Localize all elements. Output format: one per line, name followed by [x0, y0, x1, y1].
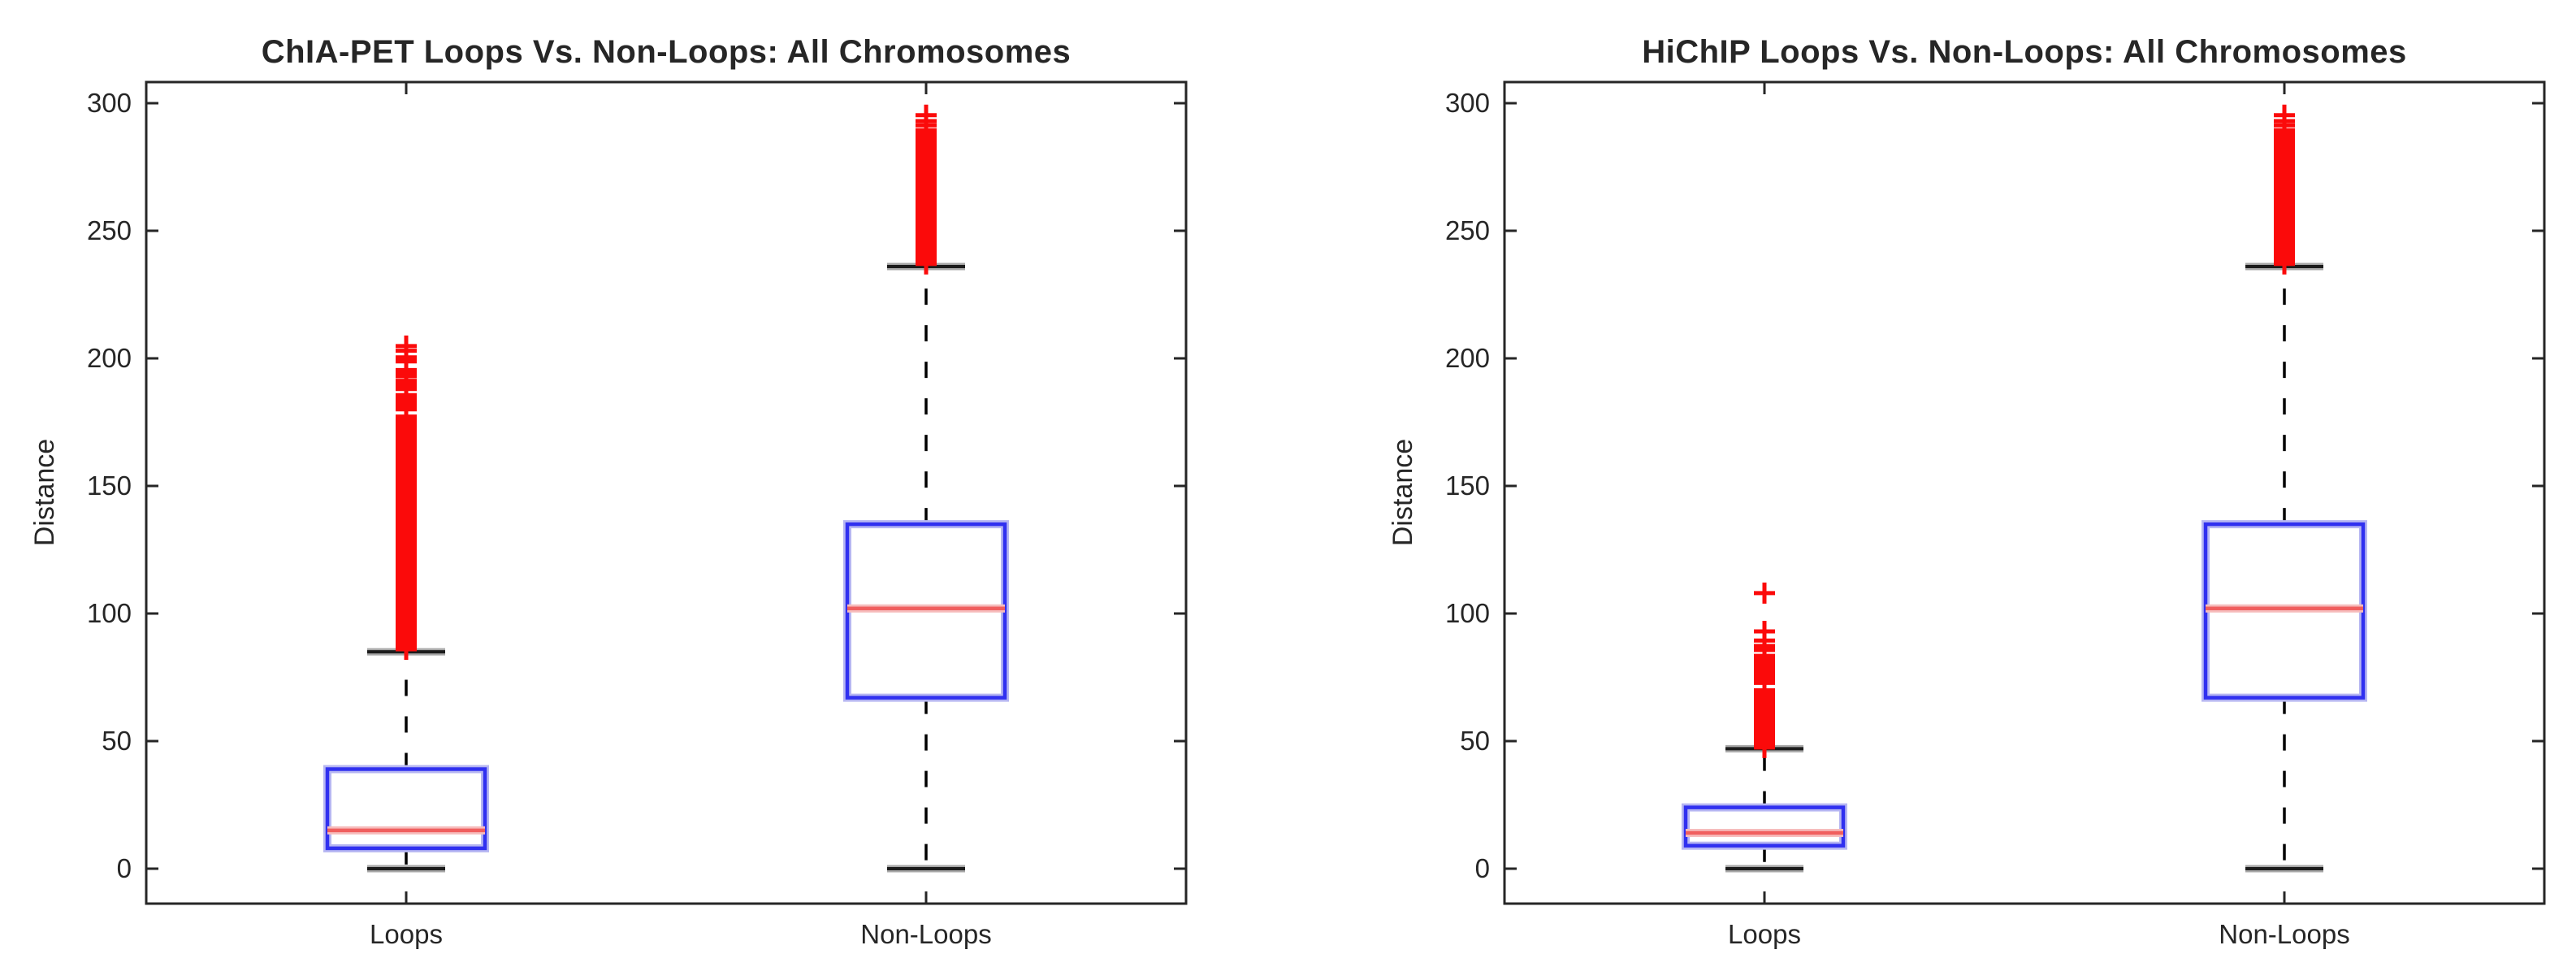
y-tick-label: 200 — [1444, 343, 1490, 373]
x-category-label: Loops — [370, 919, 443, 949]
y-tick-label: 100 — [86, 598, 132, 628]
x-category-label: Non-Loops — [2219, 919, 2350, 949]
chart-title: HiChIP Loops Vs. Non-Loops: All Chromoso… — [1642, 34, 2407, 70]
outlier-markers — [396, 335, 417, 660]
y-tick-label: 150 — [1444, 470, 1490, 501]
box-outline — [1682, 803, 1847, 850]
chart-title: ChIA-PET Loops Vs. Non-Loops: All Chromo… — [261, 34, 1072, 70]
y-tick-label: 300 — [86, 88, 132, 118]
box-outline — [323, 765, 489, 852]
y-tick-label: 0 — [1474, 853, 1490, 883]
y-tick-label: 100 — [1444, 598, 1490, 628]
outlier-markers — [916, 104, 937, 275]
y-tick-label: 150 — [86, 470, 132, 501]
y-tick-label: 0 — [116, 853, 132, 883]
x-category-label: Non-Loops — [860, 919, 992, 949]
y-tick-label: 50 — [102, 726, 132, 756]
box-outline — [325, 767, 487, 851]
y-tick-label: 300 — [1444, 88, 1490, 118]
y-tick-label: 250 — [86, 215, 132, 245]
y-tick-label: 50 — [1460, 726, 1490, 756]
axes-frame — [145, 80, 1188, 905]
box-outline — [1683, 805, 1846, 848]
axes-frame — [1503, 80, 2546, 905]
x-category-label: Loops — [1728, 919, 1801, 949]
outlier-markers — [2274, 104, 2295, 275]
y-tick-label: 250 — [1444, 215, 1490, 245]
outlier-markers — [1754, 582, 1775, 758]
y-tick-label: 200 — [86, 343, 132, 373]
